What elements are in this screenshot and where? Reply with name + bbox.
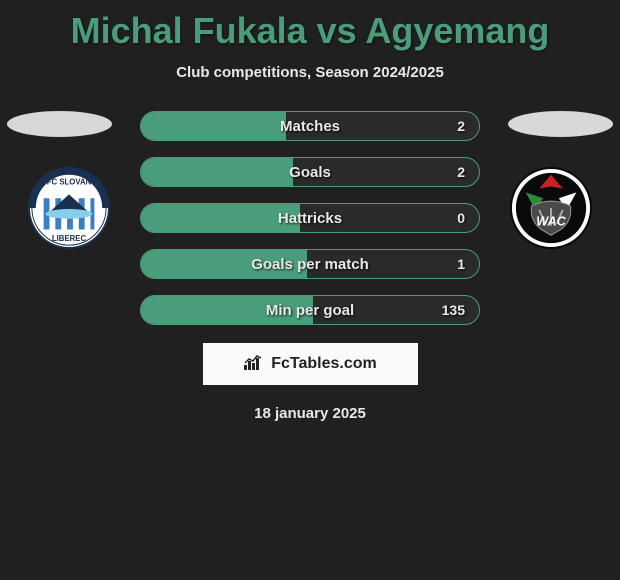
stat-row: Min per goal135 [140,295,480,325]
stat-row: Goals2 [140,157,480,187]
svg-text:LIBEREC: LIBEREC [52,234,87,243]
stat-value-right: 135 [442,296,465,325]
subtitle: Club competitions, Season 2024/2025 [0,64,620,81]
club-badge-right: WAC [502,167,600,249]
player-ellipse-left [7,111,112,137]
player-ellipse-right [508,111,613,137]
branding-text: FcTables.com [271,355,377,373]
stat-value-right: 0 [457,204,465,233]
chart-icon [243,353,265,376]
stat-value-right: 1 [457,250,465,279]
stat-label: Matches [141,112,479,141]
stat-value-right: 2 [457,158,465,187]
date-text: 18 january 2025 [0,405,620,422]
slovan-liberec-badge-icon: FC SLOVAN LIBEREC [20,167,118,249]
main-area: FC SLOVAN LIBEREC WAC Matche [0,111,620,422]
wolfsberger-ac-badge-icon: WAC [502,167,600,249]
page-title: Michal Fukala vs Agyemang [0,0,620,52]
stat-row: Goals per match1 [140,249,480,279]
stat-label: Hattricks [141,204,479,233]
stat-value-right: 2 [457,112,465,141]
stats-container: Matches2Goals2Hattricks0Goals per match1… [140,111,480,325]
stat-label: Goals [141,158,479,187]
stat-label: Goals per match [141,250,479,279]
svg-text:WAC: WAC [536,215,566,229]
svg-text:FC SLOVAN: FC SLOVAN [47,178,92,187]
club-badge-left: FC SLOVAN LIBEREC [20,167,118,249]
branding-box: FcTables.com [203,343,418,385]
stat-row: Hattricks0 [140,203,480,233]
stat-row: Matches2 [140,111,480,141]
stat-label: Min per goal [141,296,479,325]
